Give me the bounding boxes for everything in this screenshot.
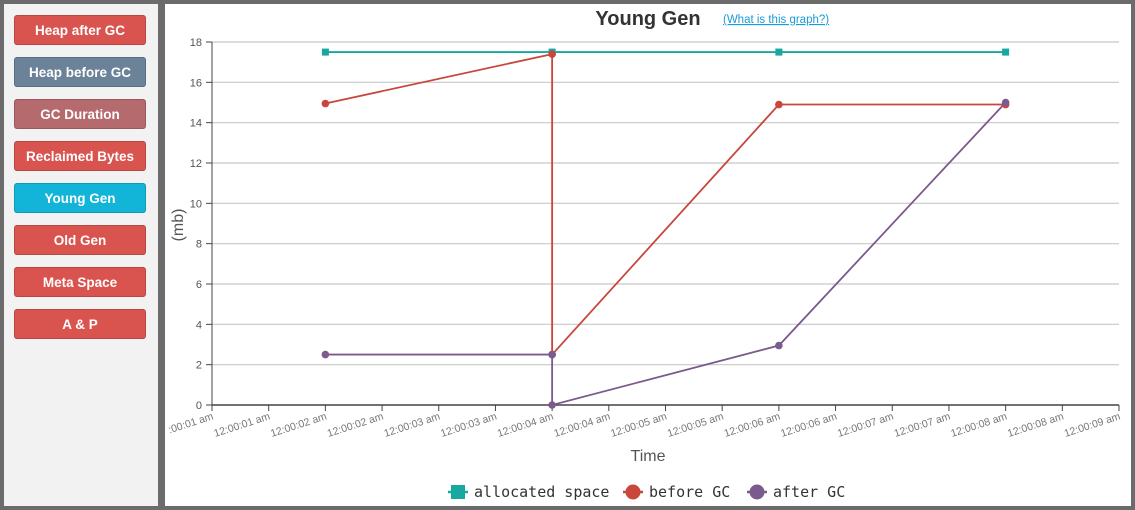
y-tick-label: 12 [190,158,202,170]
x-tick-label: 12:00:06 am [723,410,782,440]
legend-allocated-space-label: allocated space [474,483,609,501]
x-tick-label: 12:00:03 am [439,410,498,440]
before-gc-line [325,52,1006,357]
x-tick-label: 12:00:07 am [836,410,895,440]
x-axis-label: Time [631,448,666,465]
heap-before-gc-button[interactable]: Heap before GC [14,57,146,87]
reclaimed-bytes-button[interactable]: Reclaimed Bytes [14,141,146,171]
legend-before-gc-label: before GC [649,483,730,501]
legend-after-gc-marker [749,484,765,500]
x-tick-label: 12:00:09 am [1063,410,1122,440]
before-gc-point [548,50,556,58]
young-gen-button[interactable]: Young Gen [14,183,146,213]
x-tick-label: 12:00:08 am [949,410,1008,440]
x-tick-label: 12:00:05 am [609,410,668,440]
x-tick-label: 12:00:07 am [893,410,952,440]
allocated-space-point [775,48,783,56]
y-tick-label: 4 [196,319,202,331]
x-tick-label: 12:00:02 am [326,410,385,440]
x-tick-label: 12:00:04 am [552,410,611,440]
allocated-space-point [321,48,329,56]
before-gc-point [775,100,783,109]
y-tick-label: 10 [190,198,202,210]
allocated-space-point [1002,48,1010,56]
y-tick-label: 2 [196,360,202,372]
chart-panel: Young Gen (What is this graph?) 0 2 4 6 8 10 1… [165,4,1131,506]
legend-after-gc-label: after GC [773,483,845,501]
x-tick-label: 12:00:01 am [212,410,271,440]
legend-before-gc-marker [625,484,641,500]
y-tick-label: 8 [196,239,202,251]
y-tick-label: 6 [196,279,202,291]
a-and-p-button[interactable]: A & P [14,309,146,339]
x-tick-label: :00:01 am [167,410,215,436]
legend: allocated space before GC after GC [448,483,845,501]
x-tick-label: 12:00:02 am [269,410,328,440]
chart-title: Young Gen [595,8,700,30]
y-axis-label: (mb) [170,209,187,242]
y-tick-label: 18 [190,37,202,49]
heap-after-gc-button[interactable]: Heap after GC [14,15,146,45]
young-gen-chart: Young Gen (What is this graph?) 0 2 4 6 8 10 1… [167,8,1122,501]
sidebar: Heap after GC Heap before GC GC Duration… [4,4,158,506]
after-gc-point [321,350,330,359]
after-gc-line [325,101,1007,407]
what-is-this-graph-link[interactable]: (What is this graph?) [723,14,829,26]
before-gc-point [321,99,330,108]
y-tick-label: 16 [190,77,202,89]
x-tick-label: 12:00:03 am [382,410,441,440]
gc-duration-button[interactable]: GC Duration [14,99,146,129]
legend-allocated-space-marker [451,485,465,499]
x-tick-label: 12:00:06 am [779,410,838,440]
x-tick-label: 12:00:05 am [666,410,725,440]
x-tick-label: 12:00:04 am [496,410,555,440]
x-tick-label: 12:00:08 am [1006,410,1065,440]
after-gc-point [548,350,556,359]
after-gc-point [548,401,556,409]
after-gc-point [775,341,783,350]
y-tick-label: 14 [190,118,202,130]
y-tick-label: 0 [196,400,202,412]
old-gen-button[interactable]: Old Gen [14,225,146,255]
meta-space-button[interactable]: Meta Space [14,267,146,297]
after-gc-point [1001,98,1010,107]
